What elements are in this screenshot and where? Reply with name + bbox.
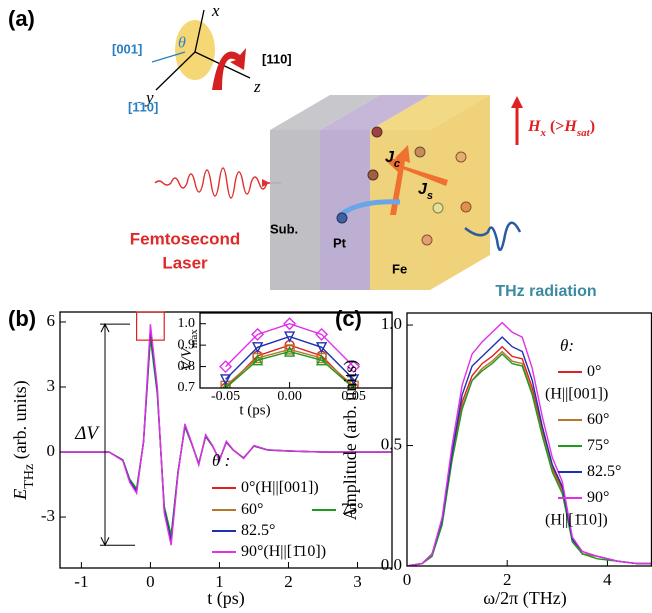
frame xyxy=(407,313,652,566)
rotation-arrow xyxy=(212,48,246,90)
y-tick-label: 1.0 xyxy=(178,316,196,331)
legend-name: 60° xyxy=(587,411,609,428)
x-tick-label: 4 xyxy=(603,570,612,589)
x-tick-label: -0.05 xyxy=(211,389,240,404)
figure: (a) x y z θ [001] [110] [1̄10] Femtoseco… xyxy=(0,0,652,613)
legend-note: (H||[1̄10]) xyxy=(545,512,608,529)
legend-name: 82.5° xyxy=(587,463,621,480)
axis-label: z xyxy=(253,77,261,96)
x-tick-label: 2 xyxy=(284,572,293,591)
x-axis-label: t (ps) xyxy=(207,588,245,609)
field-arrow-head xyxy=(511,96,523,108)
y-tick-label: 3 xyxy=(47,376,56,395)
legend-name: 0° xyxy=(241,479,255,496)
x-tick-label: 0 xyxy=(146,572,155,591)
y-axis-label-part: E xyxy=(10,489,30,501)
legend-note: (H||[001]) xyxy=(545,386,608,403)
x-tick-label: 2 xyxy=(503,570,512,589)
panel-label: (a) xyxy=(8,6,35,31)
layer-label: Sub. xyxy=(270,221,298,236)
field-part: H xyxy=(527,118,541,135)
legend-note: (H||[1̄10]) xyxy=(263,543,326,560)
x-tick-label: 0.00 xyxy=(277,389,302,404)
direction-label: [1̄10] xyxy=(128,99,158,114)
field-part: ) xyxy=(590,118,595,135)
legend-label: 82.5° xyxy=(241,522,275,539)
y-tick-label: 0 xyxy=(47,441,56,460)
field-part: sat xyxy=(576,127,591,139)
field-part: H xyxy=(563,118,577,135)
y-tick-label: 0.7 xyxy=(178,380,196,395)
y-axis-label-part: (arb. units) xyxy=(10,380,31,463)
legend-label: 60° xyxy=(241,501,263,518)
legend-title: θ : xyxy=(212,451,230,470)
legend-title: θ: xyxy=(560,336,574,355)
series-line xyxy=(407,352,652,566)
legend-label: 0° xyxy=(587,363,601,380)
panel-label: (b) xyxy=(8,306,36,331)
series-line xyxy=(407,354,652,566)
y-tick-label: 0.5 xyxy=(381,434,402,453)
y-axis-label-part: max xyxy=(188,329,200,348)
y-tick-label: 1.0 xyxy=(381,314,402,333)
x-tick-label: 3 xyxy=(353,572,362,591)
x-tick-label: -1 xyxy=(74,572,88,591)
layer-label: Pt xyxy=(333,235,347,250)
series-line xyxy=(407,323,652,566)
sub-layer xyxy=(270,130,320,290)
current-label-sub: s xyxy=(427,190,433,202)
field-part: (> xyxy=(546,118,564,135)
legend-label: 60° xyxy=(587,411,609,428)
x-axis-label: ω/2π (THz) xyxy=(483,588,566,609)
current-label-sub: c xyxy=(394,158,400,170)
y-axis-label: ETHz (arb. units) xyxy=(10,380,37,500)
legend-label: 75° xyxy=(587,437,609,454)
legend-name: 82.5° xyxy=(241,522,275,539)
direction-label: [110] xyxy=(262,51,292,66)
y-axis-label-part: V/V xyxy=(179,346,195,370)
legend-label: 0°(H||[001]) xyxy=(241,479,319,496)
x-axis-label: t (ps) xyxy=(239,402,270,418)
legend-name: 60° xyxy=(241,501,263,518)
series-group xyxy=(407,323,652,566)
legend-name: 90° xyxy=(241,543,263,560)
legend-label: 90°(H||[1̄10]) xyxy=(241,543,326,560)
laser-label: Laser xyxy=(162,253,208,272)
y-axis-label: V/Vmax xyxy=(179,329,199,371)
panel-label: (c) xyxy=(335,306,362,331)
y-tick-label: 0.0 xyxy=(381,555,402,574)
legend-name: 0° xyxy=(587,363,601,380)
diagram: (a) x y z θ [001] [110] [1̄10] Femtoseco… xyxy=(8,1,597,300)
annotation: ΔV xyxy=(74,423,100,444)
y-tick-label: -3 xyxy=(41,506,55,525)
y-axis-label-part: Amplitude (arb. units) xyxy=(340,360,361,520)
thz-label: THz radiation xyxy=(495,283,596,300)
y-tick-label: 6 xyxy=(47,311,56,330)
field-label: Hx (>Hsat) xyxy=(527,118,595,139)
y-axis-label: Amplitude (arb. units) xyxy=(340,360,361,520)
y-axis-label-part: THz xyxy=(22,464,37,489)
legend-name: 90° xyxy=(587,489,609,506)
series-line xyxy=(407,347,652,566)
direction-label: [001] xyxy=(112,41,142,56)
legend-name: 75° xyxy=(587,437,609,454)
layer-label: Fe xyxy=(392,261,407,276)
series-line xyxy=(407,337,652,566)
legend-label: 82.5° xyxy=(587,463,621,480)
axis-label: x xyxy=(211,1,220,20)
x-tick-label: 0 xyxy=(403,570,412,589)
angle-label: θ xyxy=(178,35,186,52)
legend-note: (H||[001]) xyxy=(255,479,318,496)
legend-label: 90° xyxy=(587,489,609,506)
laser-label: Femtosecond xyxy=(130,229,241,248)
